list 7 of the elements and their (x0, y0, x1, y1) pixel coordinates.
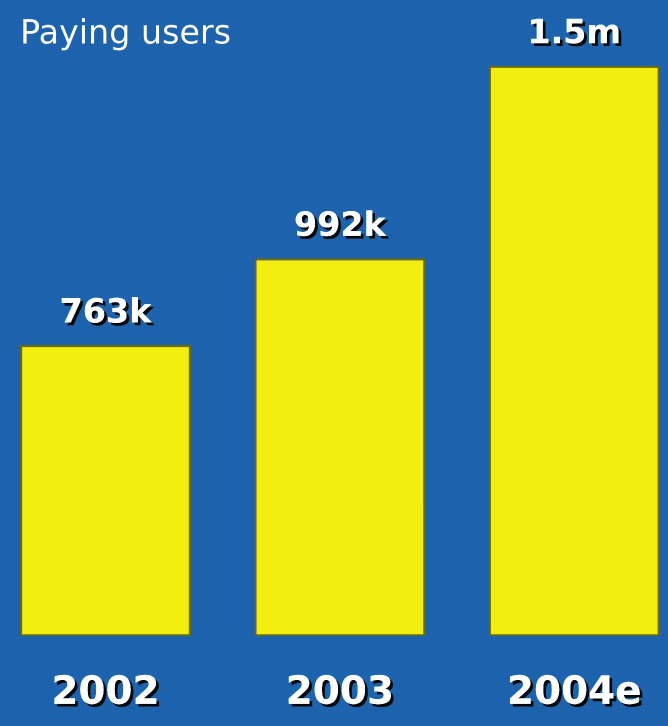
data-label: 763k (62, 297, 155, 326)
data-label: 1.5m (531, 18, 622, 46)
x-tick-label: 2003 (288, 674, 394, 708)
data-label: 992k (296, 210, 390, 239)
chart-title: Paying users (23, 18, 230, 50)
x-tick-label: 2004e (510, 674, 642, 708)
x-tick-label: 2002 (54, 674, 159, 708)
